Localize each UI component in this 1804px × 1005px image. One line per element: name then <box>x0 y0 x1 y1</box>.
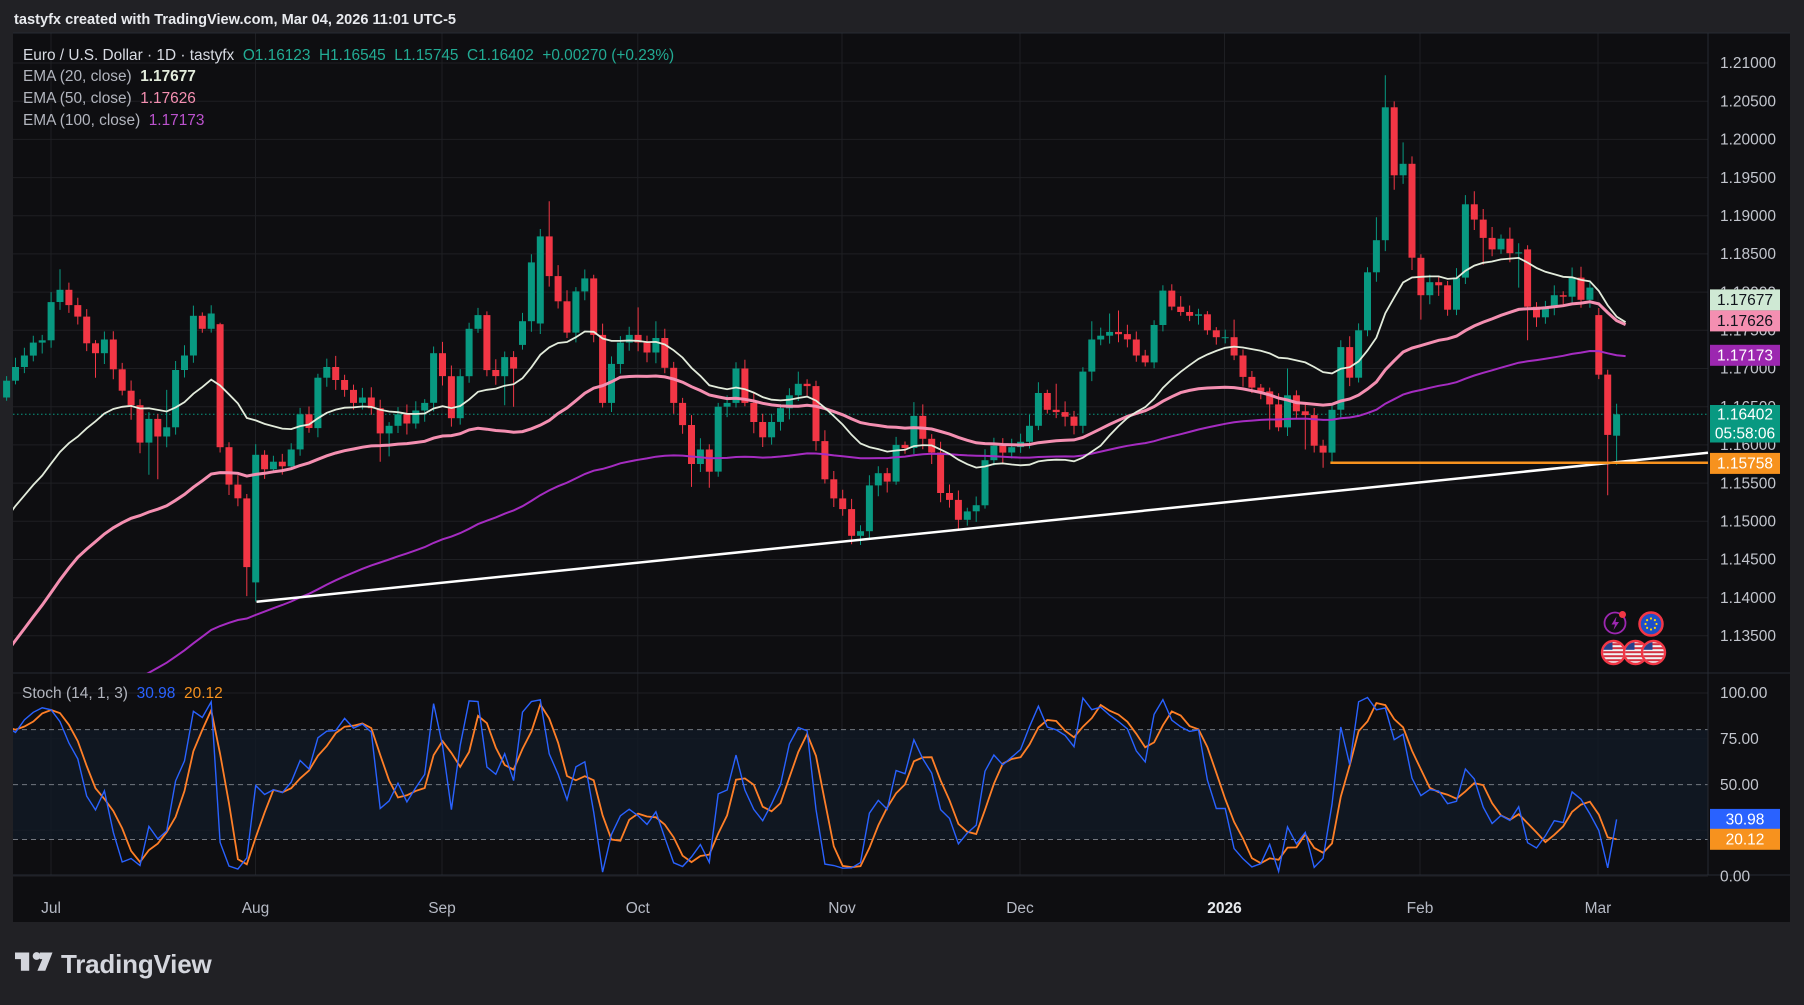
svg-text:EMA (50, close) 1.17626: EMA (50, close) 1.17626 <box>23 90 196 107</box>
svg-text:1.17626: 1.17626 <box>1717 313 1773 330</box>
svg-text:1.15000: 1.15000 <box>1720 514 1776 531</box>
svg-text:1.14500: 1.14500 <box>1720 552 1776 569</box>
svg-text:05:58:06: 05:58:06 <box>1715 425 1775 442</box>
svg-text:20.12: 20.12 <box>1726 832 1765 849</box>
svg-text:Nov: Nov <box>828 900 856 917</box>
svg-text:1.21000: 1.21000 <box>1720 55 1776 72</box>
svg-text:1.20500: 1.20500 <box>1720 93 1776 110</box>
svg-text:tastyfx created with TradingVi: tastyfx created with TradingView.com, Ma… <box>14 12 456 28</box>
svg-text:1.19500: 1.19500 <box>1720 170 1776 187</box>
svg-text:0.00: 0.00 <box>1720 868 1751 885</box>
svg-text:100.00: 100.00 <box>1720 685 1768 702</box>
svg-text:Sep: Sep <box>428 900 456 917</box>
svg-text:30.98: 30.98 <box>1726 812 1765 829</box>
svg-text:1.17677: 1.17677 <box>1717 292 1773 309</box>
svg-text:50.00: 50.00 <box>1720 777 1759 794</box>
svg-text:1.15500: 1.15500 <box>1720 475 1776 492</box>
svg-text:1.17173: 1.17173 <box>1717 348 1773 365</box>
svg-text:Aug: Aug <box>242 900 270 917</box>
svg-text:Feb: Feb <box>1407 900 1434 917</box>
svg-text:EMA (20, close) 1.17677: EMA (20, close) 1.17677 <box>23 68 196 85</box>
svg-text:Stoch (14, 1, 3) 30.98 20.12: Stoch (14, 1, 3) 30.98 20.12 <box>22 685 223 702</box>
svg-text:Euro / U.S. Dollar · 1D · tast: Euro / U.S. Dollar · 1D · tastyfx O1.161… <box>23 47 674 64</box>
svg-text:1.14000: 1.14000 <box>1720 590 1776 607</box>
svg-text:1.20000: 1.20000 <box>1720 132 1776 149</box>
svg-text:Dec: Dec <box>1006 900 1034 917</box>
svg-text:1.19000: 1.19000 <box>1720 208 1776 225</box>
svg-text:75.00: 75.00 <box>1720 731 1759 748</box>
svg-text:Jul: Jul <box>41 900 61 917</box>
svg-text:1.18500: 1.18500 <box>1720 246 1776 263</box>
svg-text:Oct: Oct <box>626 900 651 917</box>
svg-text:1.13500: 1.13500 <box>1720 628 1776 645</box>
svg-text:1.16402: 1.16402 <box>1717 407 1773 424</box>
svg-text:1.15758: 1.15758 <box>1717 456 1773 473</box>
svg-text:TradingView: TradingView <box>61 949 212 979</box>
svg-text:2026: 2026 <box>1207 900 1242 917</box>
svg-text:Mar: Mar <box>1585 900 1612 917</box>
svg-text:EMA (100, close) 1.17173: EMA (100, close) 1.17173 <box>23 112 204 129</box>
